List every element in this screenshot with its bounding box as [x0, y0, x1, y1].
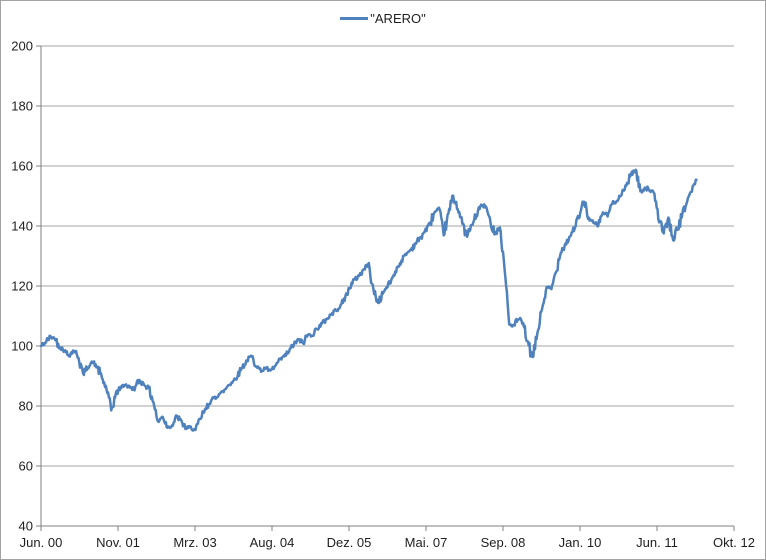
y-axis-tick-label: 180 [11, 99, 33, 114]
legend-line-sample [340, 17, 369, 20]
y-axis-tick-label: 40 [19, 519, 33, 534]
series-line-arero [39, 168, 698, 432]
x-axis-tick-label: Okt. 12 [713, 535, 755, 550]
x-axis-tick-label: Mrz. 03 [173, 535, 216, 550]
x-axis-tick-label: Jun. 00 [20, 535, 63, 550]
chart-legend: "ARERO" [1, 12, 765, 25]
y-axis-tick-label: 140 [11, 219, 33, 234]
y-axis-tick-label: 120 [11, 279, 33, 294]
y-axis-tick-label: 60 [19, 459, 33, 474]
x-axis-tick-label: Sep. 08 [481, 535, 526, 550]
x-axis-tick-label: Jun. 11 [636, 535, 678, 550]
y-axis-tick-label: 200 [11, 39, 33, 54]
x-axis-tick-label: Dez. 05 [327, 535, 372, 550]
y-axis-tick-label: 100 [11, 339, 33, 354]
y-axis-tick-label: 160 [11, 159, 33, 174]
x-axis-tick-label: Aug. 04 [250, 535, 295, 550]
x-axis-tick-label: Jan. 10 [559, 535, 602, 550]
y-axis-tick-label: 80 [19, 399, 33, 414]
x-axis-tick-label: Nov. 01 [96, 535, 140, 550]
x-axis-tick-label: Mai. 07 [405, 535, 448, 550]
legend-series-label: "ARERO" [370, 11, 426, 26]
